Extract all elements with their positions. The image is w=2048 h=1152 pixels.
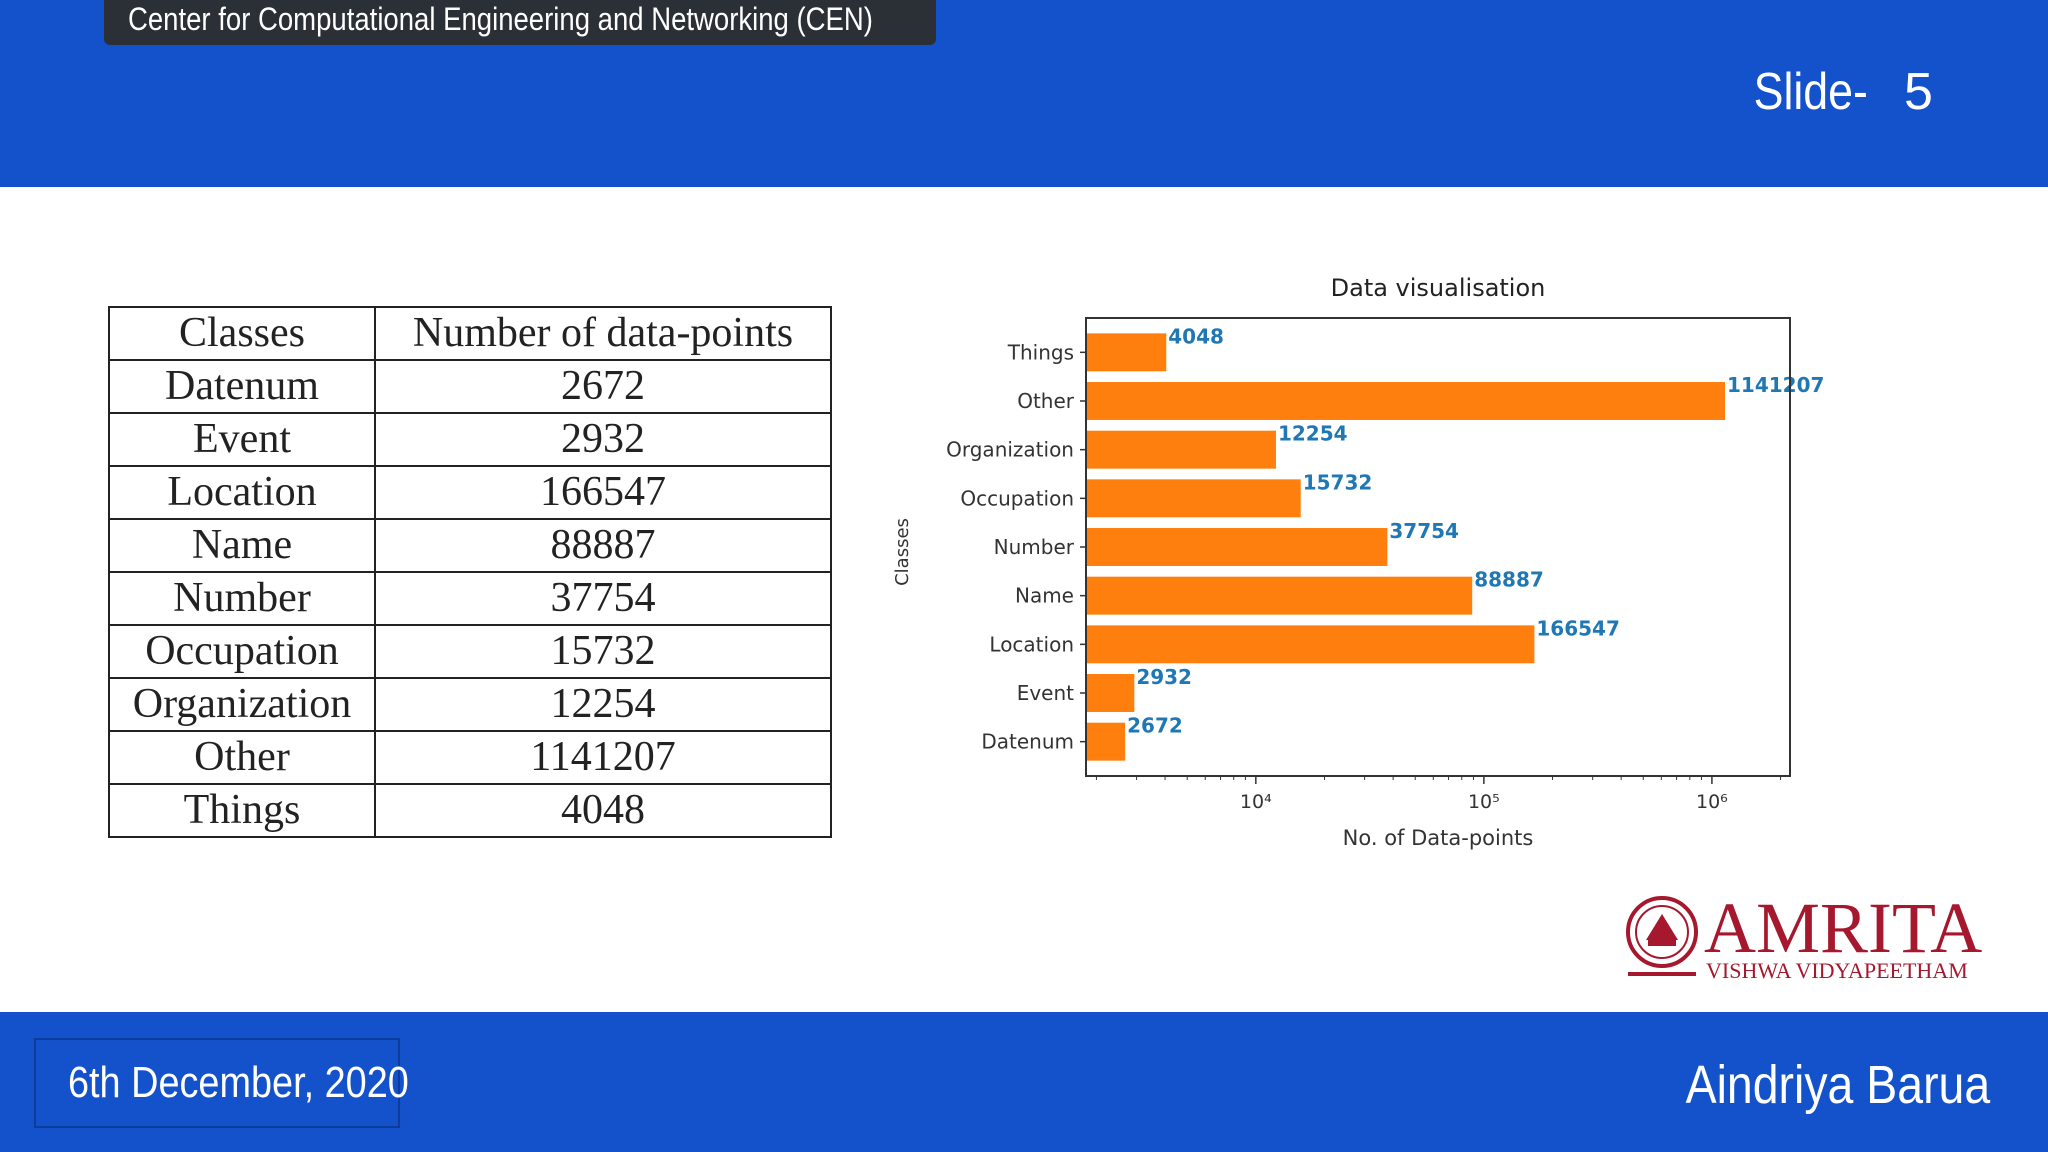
table-header-row: Classes Number of data-points bbox=[108, 306, 832, 361]
footer-bar: 6th December, 2020 Aindriya Barua bbox=[0, 1012, 2048, 1152]
x-tick-label: 10⁶ bbox=[1696, 791, 1728, 813]
category-label: Datenum bbox=[981, 730, 1074, 754]
bar bbox=[1087, 333, 1167, 372]
plot-frame bbox=[1085, 317, 1791, 777]
table-row: Things 4048 bbox=[108, 783, 832, 838]
table-cell: 166547 bbox=[374, 465, 832, 520]
bar bbox=[1087, 382, 1725, 420]
org-name: Center for Computational Engineering and… bbox=[128, 1, 873, 37]
table-row: Occupation 15732 bbox=[108, 624, 832, 679]
bars-group bbox=[1087, 333, 1725, 761]
emblem-icon bbox=[1626, 896, 1698, 976]
bar bbox=[1087, 430, 1276, 469]
table-row: Datenum 2672 bbox=[108, 359, 832, 414]
table-header: Classes bbox=[108, 306, 376, 361]
category-label: Things bbox=[1007, 340, 1074, 364]
x-axis: 10⁴ 10⁵ 10⁶ bbox=[1095, 776, 1782, 813]
value-label: 12254 bbox=[1278, 422, 1348, 446]
slide-label: Slide- bbox=[1753, 63, 1868, 121]
value-label: 37754 bbox=[1389, 519, 1459, 543]
amrita-logo: AMRITA VISHWA VIDYAPEETHAM bbox=[1626, 890, 1982, 983]
date-box: 6th December, 2020 bbox=[34, 1038, 409, 1128]
table-cell: Datenum bbox=[108, 359, 376, 414]
table-row: Event 2932 bbox=[108, 412, 832, 467]
table-cell: 88887 bbox=[374, 518, 832, 573]
category-label: Occupation bbox=[960, 486, 1074, 510]
table-cell: 12254 bbox=[374, 677, 832, 732]
table-cell: Things bbox=[108, 783, 376, 838]
table-cell: Number bbox=[108, 571, 376, 626]
presentation-date: 6th December, 2020 bbox=[68, 1058, 409, 1107]
table-row: Number 37754 bbox=[108, 571, 832, 626]
table-cell: Organization bbox=[108, 677, 376, 732]
table-cell: 2932 bbox=[374, 412, 832, 467]
x-tick-label: 10⁴ bbox=[1240, 791, 1272, 813]
bar bbox=[1087, 479, 1301, 518]
table-cell: 2672 bbox=[374, 359, 832, 414]
category-label: Organization bbox=[946, 438, 1074, 462]
table-row: Location 166547 bbox=[108, 465, 832, 520]
table-cell: Name bbox=[108, 518, 376, 573]
table-row: Name 88887 bbox=[108, 518, 832, 573]
category-label: Name bbox=[1015, 584, 1074, 608]
table-cell: Other bbox=[108, 730, 376, 785]
value-label: 166547 bbox=[1536, 616, 1620, 640]
table-cell: Location bbox=[108, 465, 376, 520]
table-cell: Event bbox=[108, 412, 376, 467]
table-row: Organization 12254 bbox=[108, 677, 832, 732]
bar bbox=[1087, 528, 1388, 566]
y-axis-label: Classes bbox=[892, 518, 913, 586]
table-header: Number of data-points bbox=[374, 306, 832, 361]
bar bbox=[1087, 576, 1473, 615]
table-row: Other 1141207 bbox=[108, 730, 832, 785]
category-label: Event bbox=[1017, 681, 1074, 705]
logo-name: AMRITA bbox=[1704, 890, 1982, 968]
table-cell: Occupation bbox=[108, 624, 376, 679]
data-table: Classes Number of data-points Datenum 26… bbox=[108, 306, 832, 838]
category-label: Number bbox=[994, 535, 1075, 559]
x-axis-label: No. of Data-points bbox=[1343, 826, 1534, 850]
value-label: 1141207 bbox=[1727, 373, 1824, 397]
slide-number: 5 bbox=[1904, 63, 1933, 121]
bar bbox=[1087, 722, 1126, 761]
author-name: Aindriya Barua bbox=[1685, 1055, 1990, 1115]
x-tick-label: 10⁵ bbox=[1468, 791, 1500, 813]
table-cell: 4048 bbox=[374, 783, 832, 838]
value-label: 15732 bbox=[1303, 470, 1373, 494]
value-label: 2672 bbox=[1127, 714, 1183, 738]
table-cell: 37754 bbox=[374, 571, 832, 626]
org-tab: Center for Computational Engineering and… bbox=[104, 0, 936, 45]
bar bbox=[1087, 674, 1135, 712]
category-label: Location bbox=[989, 632, 1074, 656]
value-label: 2932 bbox=[1136, 665, 1192, 689]
value-label: 4048 bbox=[1168, 324, 1224, 348]
logo-subtitle: VISHWA VIDYAPEETHAM bbox=[1706, 958, 1968, 983]
value-label: 88887 bbox=[1474, 568, 1544, 592]
table-cell: 15732 bbox=[374, 624, 832, 679]
bar bbox=[1087, 625, 1535, 664]
category-labels: Things Other Organization Occupation Number N… bbox=[946, 340, 1086, 754]
header-bar: Center for Computational Engineering and… bbox=[0, 0, 2048, 187]
bar-chart: Data visualisation No. of Data-points Cl… bbox=[892, 274, 1824, 850]
chart-title: Data visualisation bbox=[1331, 274, 1546, 302]
category-label: Other bbox=[1017, 389, 1075, 413]
value-labels: 4048 1141207 12254 15732 37754 88887 166547 293… bbox=[1127, 324, 1824, 737]
table-cell: 1141207 bbox=[374, 730, 832, 785]
